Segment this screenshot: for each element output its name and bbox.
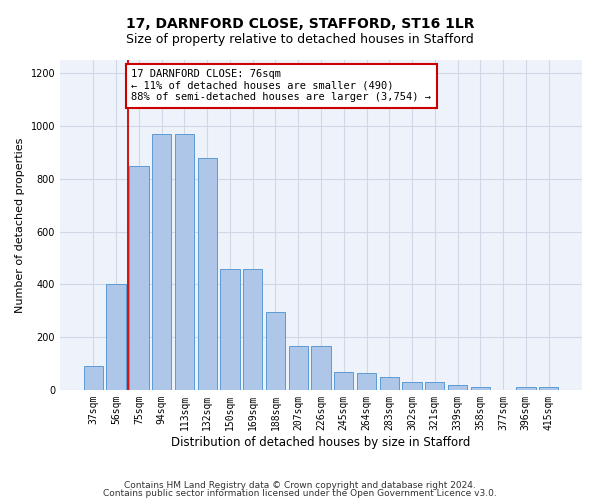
- Bar: [106, 284, 126, 390]
- Bar: [220, 268, 239, 390]
- Bar: [470, 388, 490, 390]
- Bar: [129, 166, 149, 390]
- Bar: [334, 372, 353, 390]
- Text: Contains HM Land Registry data © Crown copyright and database right 2024.: Contains HM Land Registry data © Crown c…: [124, 480, 476, 490]
- Text: Size of property relative to detached houses in Stafford: Size of property relative to detached ho…: [126, 32, 474, 46]
- Bar: [84, 366, 103, 390]
- Bar: [152, 134, 172, 390]
- Bar: [425, 382, 445, 390]
- Bar: [243, 268, 262, 390]
- X-axis label: Distribution of detached houses by size in Stafford: Distribution of detached houses by size …: [172, 436, 470, 448]
- Y-axis label: Number of detached properties: Number of detached properties: [15, 138, 25, 312]
- Bar: [539, 388, 558, 390]
- Bar: [197, 158, 217, 390]
- Bar: [448, 384, 467, 390]
- Bar: [403, 382, 422, 390]
- Bar: [175, 134, 194, 390]
- Text: Contains public sector information licensed under the Open Government Licence v3: Contains public sector information licen…: [103, 489, 497, 498]
- Text: 17 DARNFORD CLOSE: 76sqm
← 11% of detached houses are smaller (490)
88% of semi-: 17 DARNFORD CLOSE: 76sqm ← 11% of detach…: [131, 69, 431, 102]
- Text: 17, DARNFORD CLOSE, STAFFORD, ST16 1LR: 17, DARNFORD CLOSE, STAFFORD, ST16 1LR: [126, 18, 474, 32]
- Bar: [380, 377, 399, 390]
- Bar: [357, 373, 376, 390]
- Bar: [289, 346, 308, 390]
- Bar: [311, 346, 331, 390]
- Bar: [516, 388, 536, 390]
- Bar: [266, 312, 285, 390]
